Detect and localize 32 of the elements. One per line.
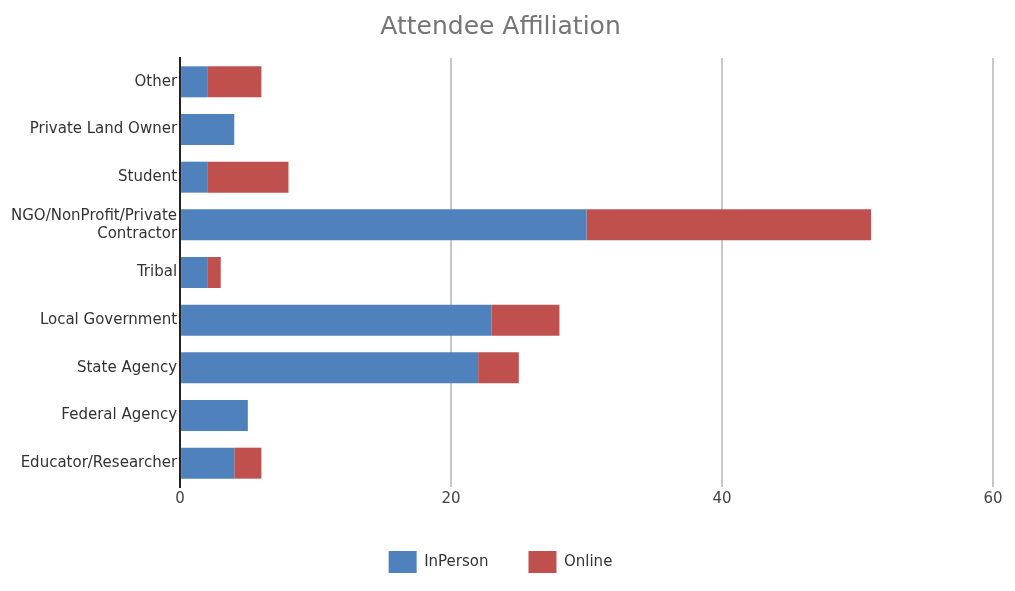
bar xyxy=(234,447,262,479)
y-tick-label: Local Government xyxy=(39,310,178,329)
y-tick-label: Federal Agency xyxy=(61,405,178,424)
y-tick-label: Student xyxy=(118,167,178,186)
y-tick-label: Educator/Researcher xyxy=(20,453,178,472)
legend-label: Online xyxy=(563,551,613,570)
x-tick-label: 40 xyxy=(712,488,732,507)
chart-title: Attendee Affiliation xyxy=(380,10,621,40)
x-tick-label: 20 xyxy=(441,488,461,507)
bar xyxy=(207,257,221,288)
bar xyxy=(181,447,235,479)
bar xyxy=(181,257,208,288)
bar xyxy=(181,209,587,241)
y-tick-label: State Agency xyxy=(76,357,178,376)
bar xyxy=(181,66,208,98)
bar xyxy=(181,304,492,336)
x-tick-label: 60 xyxy=(983,488,1003,507)
bar xyxy=(586,209,872,241)
bar xyxy=(491,304,560,336)
bar xyxy=(207,66,262,98)
bar xyxy=(181,161,208,193)
bar xyxy=(181,352,479,384)
y-tick-label: NGO/NonProfit/Private Contractor xyxy=(10,205,178,242)
legend-label: InPerson xyxy=(424,551,489,570)
bar xyxy=(181,400,248,431)
y-tick-label: Tribal xyxy=(135,262,178,281)
x-tick-label: 0 xyxy=(175,488,185,507)
y-tick-label: Other xyxy=(134,71,178,90)
bar xyxy=(207,161,289,193)
y-tick-label: Private Land Owner xyxy=(29,119,178,138)
bar xyxy=(478,352,519,384)
bar xyxy=(181,114,235,145)
